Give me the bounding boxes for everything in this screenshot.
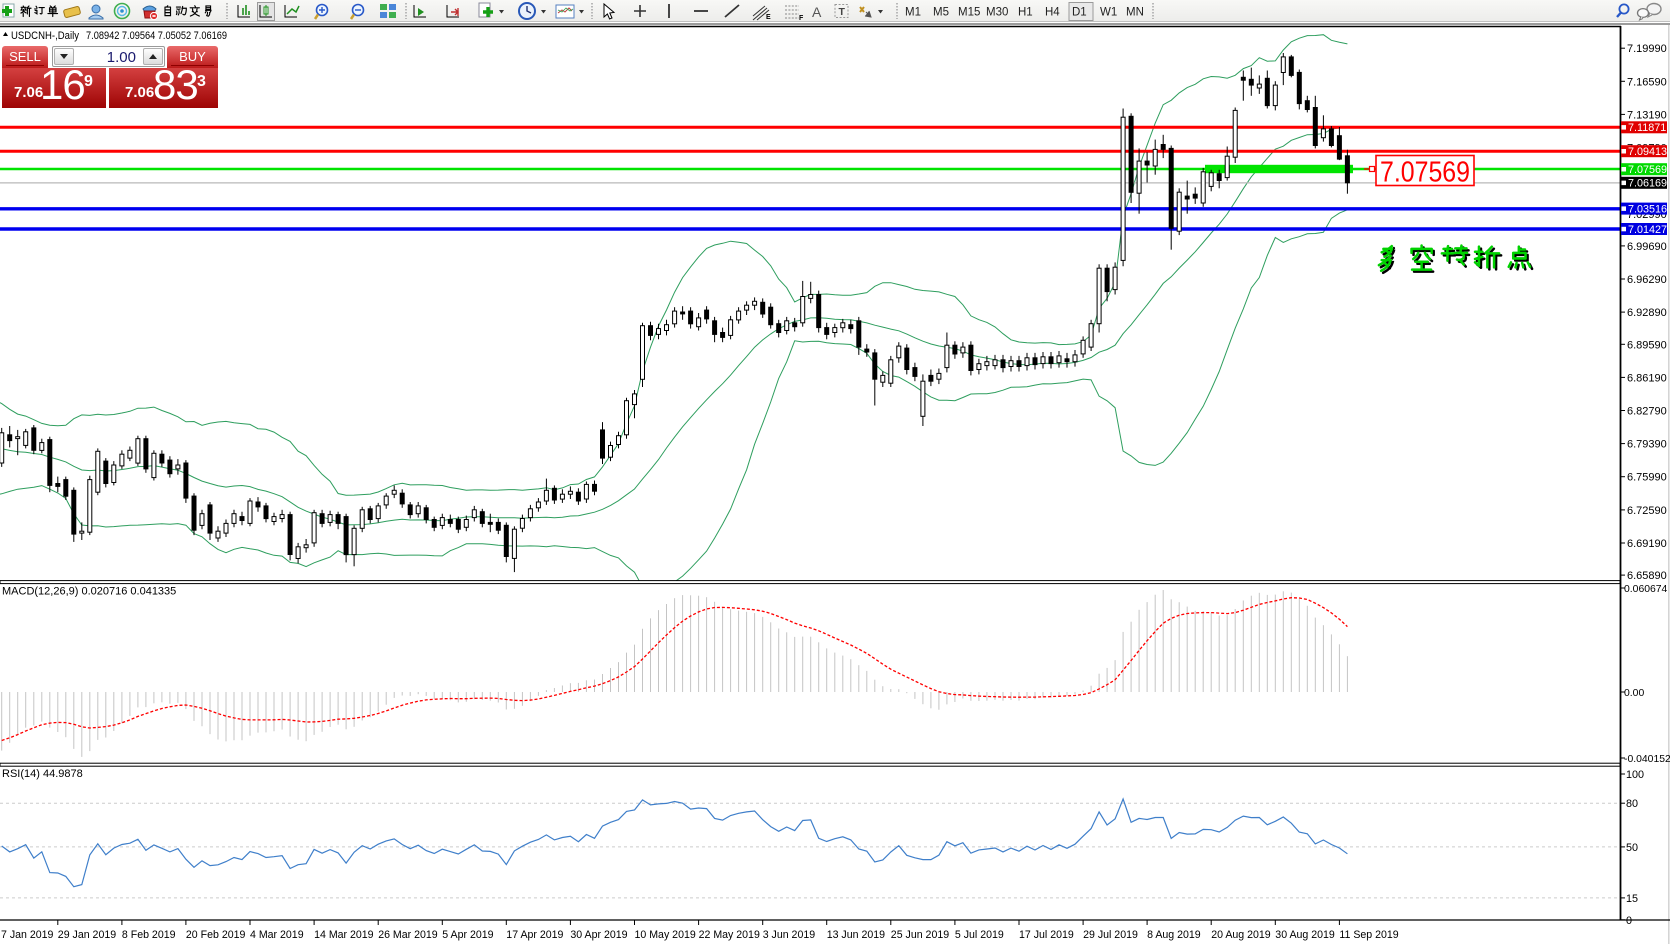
svg-text:6.86190: 6.86190 — [1627, 372, 1667, 384]
svg-text:25 Jun 2019: 25 Jun 2019 — [891, 929, 949, 941]
svg-text:6.96290: 6.96290 — [1627, 274, 1667, 286]
svg-text:7.09413: 7.09413 — [1628, 146, 1667, 158]
svg-text:USDCNH-,Daily: USDCNH-,Daily — [11, 30, 79, 42]
svg-text:8 Feb 2019: 8 Feb 2019 — [122, 929, 176, 941]
svg-text:0.060674: 0.060674 — [1624, 584, 1668, 595]
svg-text:30 Apr 2019: 30 Apr 2019 — [570, 929, 627, 941]
svg-text:M30: M30 — [986, 7, 1008, 19]
svg-text:6.69190: 6.69190 — [1627, 538, 1667, 550]
svg-text:10 May 2019: 10 May 2019 — [635, 929, 696, 941]
svg-text:MACD(12,26,9) 0.020716 0.04133: MACD(12,26,9) 0.020716 0.041335 — [2, 586, 176, 598]
svg-text:H1: H1 — [1018, 7, 1033, 19]
svg-text:6.82790: 6.82790 — [1627, 406, 1667, 418]
svg-text:7.08942 7.09564 7.05052 7.0616: 7.08942 7.09564 7.05052 7.06169 — [86, 30, 227, 42]
svg-text:17 Apr 2019: 17 Apr 2019 — [506, 929, 563, 941]
svg-text:29 Jan 2019: 29 Jan 2019 — [58, 929, 116, 941]
svg-text:20 Feb 2019: 20 Feb 2019 — [186, 929, 246, 941]
svg-text:5 Apr 2019: 5 Apr 2019 — [442, 929, 493, 941]
svg-text:7.19990: 7.19990 — [1627, 43, 1667, 55]
svg-text:4 Mar 2019: 4 Mar 2019 — [250, 929, 304, 941]
svg-text:8 Aug 2019: 8 Aug 2019 — [1147, 929, 1201, 941]
svg-text:A: A — [812, 4, 822, 20]
svg-text:17 Jul 2019: 17 Jul 2019 — [1019, 929, 1074, 941]
svg-text:D1: D1 — [1072, 7, 1087, 19]
svg-text:-0.040152: -0.040152 — [1624, 754, 1670, 765]
svg-text:6.92890: 6.92890 — [1627, 307, 1667, 319]
svg-text:6.72590: 6.72590 — [1627, 505, 1667, 517]
svg-text:6.75990: 6.75990 — [1627, 472, 1667, 484]
svg-text:H4: H4 — [1045, 7, 1060, 19]
svg-text:15: 15 — [1626, 893, 1638, 905]
svg-text:30 Aug 2019: 30 Aug 2019 — [1275, 929, 1335, 941]
svg-text:6.89590: 6.89590 — [1627, 339, 1667, 351]
svg-text:3 Jun 2019: 3 Jun 2019 — [763, 929, 816, 941]
svg-text:11 Sep 2019: 11 Sep 2019 — [1339, 929, 1398, 941]
svg-text:50: 50 — [1626, 842, 1638, 854]
svg-text:MN: MN — [1126, 7, 1144, 19]
svg-text:6.99690: 6.99690 — [1627, 241, 1667, 253]
svg-text:20 Aug 2019: 20 Aug 2019 — [1211, 929, 1271, 941]
svg-text:7.07569: 7.07569 — [1380, 157, 1470, 189]
svg-text:7.03516: 7.03516 — [1628, 203, 1667, 215]
svg-text:22 May 2019: 22 May 2019 — [699, 929, 760, 941]
svg-text:80: 80 — [1626, 798, 1638, 810]
svg-text:M1: M1 — [905, 7, 921, 19]
svg-text:0: 0 — [1626, 915, 1632, 927]
svg-text:29 Jul 2019: 29 Jul 2019 — [1083, 929, 1138, 941]
svg-text:13 Jun 2019: 13 Jun 2019 — [827, 929, 885, 941]
svg-text:5 Jul 2019: 5 Jul 2019 — [955, 929, 1004, 941]
svg-text:E: E — [766, 14, 771, 21]
svg-text:7 Jan 2019: 7 Jan 2019 — [1, 929, 54, 941]
svg-text:0.00: 0.00 — [1624, 688, 1644, 699]
svg-text:26 Mar 2019: 26 Mar 2019 — [378, 929, 438, 941]
svg-text:7.06169: 7.06169 — [1628, 178, 1667, 190]
svg-text:6.79390: 6.79390 — [1627, 439, 1667, 451]
svg-text:M15: M15 — [958, 7, 980, 19]
svg-text:7.11871: 7.11871 — [1628, 122, 1666, 134]
svg-text:7.16590: 7.16590 — [1627, 76, 1667, 88]
svg-text:7.01427: 7.01427 — [1628, 224, 1667, 236]
svg-text:14 Mar 2019: 14 Mar 2019 — [314, 929, 374, 941]
svg-text:T: T — [839, 6, 846, 18]
svg-text:6.65890: 6.65890 — [1627, 570, 1667, 582]
svg-text:7.13190: 7.13190 — [1627, 109, 1667, 121]
svg-text:M5: M5 — [933, 7, 949, 19]
svg-text:W1: W1 — [1100, 7, 1117, 19]
svg-text:100: 100 — [1626, 769, 1644, 781]
svg-text:RSI(14) 44.9878: RSI(14) 44.9878 — [2, 768, 83, 780]
svg-text:7.07569: 7.07569 — [1628, 164, 1667, 176]
svg-text:F: F — [799, 15, 804, 22]
